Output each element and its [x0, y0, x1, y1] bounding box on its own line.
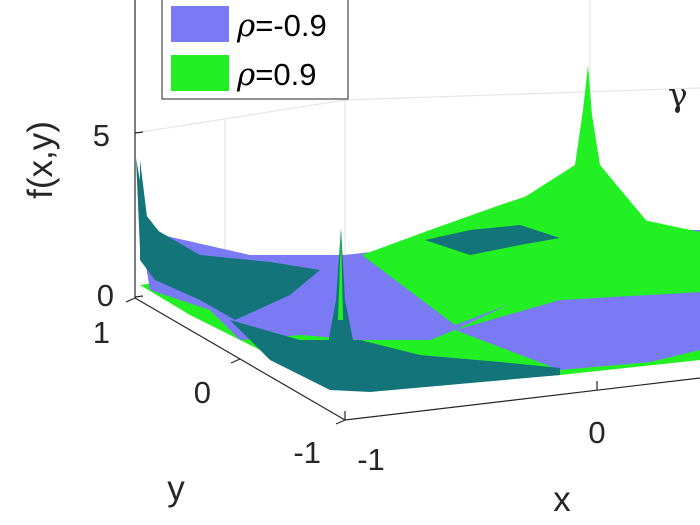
surface-blue-right	[455, 292, 700, 370]
surface-spike-center-light	[338, 232, 343, 320]
x-tick-label-0: 0	[588, 415, 605, 450]
legend-label-1: ρ=0.9	[236, 57, 316, 93]
surface-overlap-front	[230, 320, 560, 392]
surface-green-peak	[520, 65, 690, 240]
y-tick-0	[230, 358, 241, 364]
surface-overlap-ridge	[425, 225, 560, 255]
axis-labels: f(x,y) y x γ	[21, 75, 688, 519]
x-axis-label: x	[553, 480, 571, 519]
corner-label-gamma: γ	[668, 75, 688, 114]
z-axis-label: f(x,y)	[21, 121, 60, 199]
surface-edge-left	[136, 158, 172, 250]
axes	[125, 0, 700, 425]
x-tick-label-m1: -1	[357, 442, 385, 477]
legend: ρ=-0.9 ρ=0.9	[161, 0, 349, 100]
y-tick-m1	[335, 419, 346, 425]
y-tick-label-1: 1	[93, 315, 110, 350]
z-tick-5	[134, 131, 144, 134]
y-axis-label: y	[167, 469, 185, 508]
z-tick-label-0: 0	[97, 278, 114, 313]
y-tick-1	[125, 297, 136, 303]
tick-labels: 5 0 1 0 -1 -1 0	[93, 118, 606, 477]
legend-label-0: ρ=-0.9	[236, 8, 327, 44]
legend-swatch-1	[171, 55, 229, 91]
legend-swatch-0	[171, 6, 229, 42]
surface	[136, 65, 700, 392]
surface-overlap-left	[140, 160, 320, 320]
y-tick-label-0: 0	[194, 375, 211, 410]
x-axis-line	[344, 377, 700, 421]
z-tick-0	[134, 295, 144, 298]
y-tick-label-m1: -1	[293, 435, 321, 470]
z-tick-label-5: 5	[93, 118, 110, 153]
